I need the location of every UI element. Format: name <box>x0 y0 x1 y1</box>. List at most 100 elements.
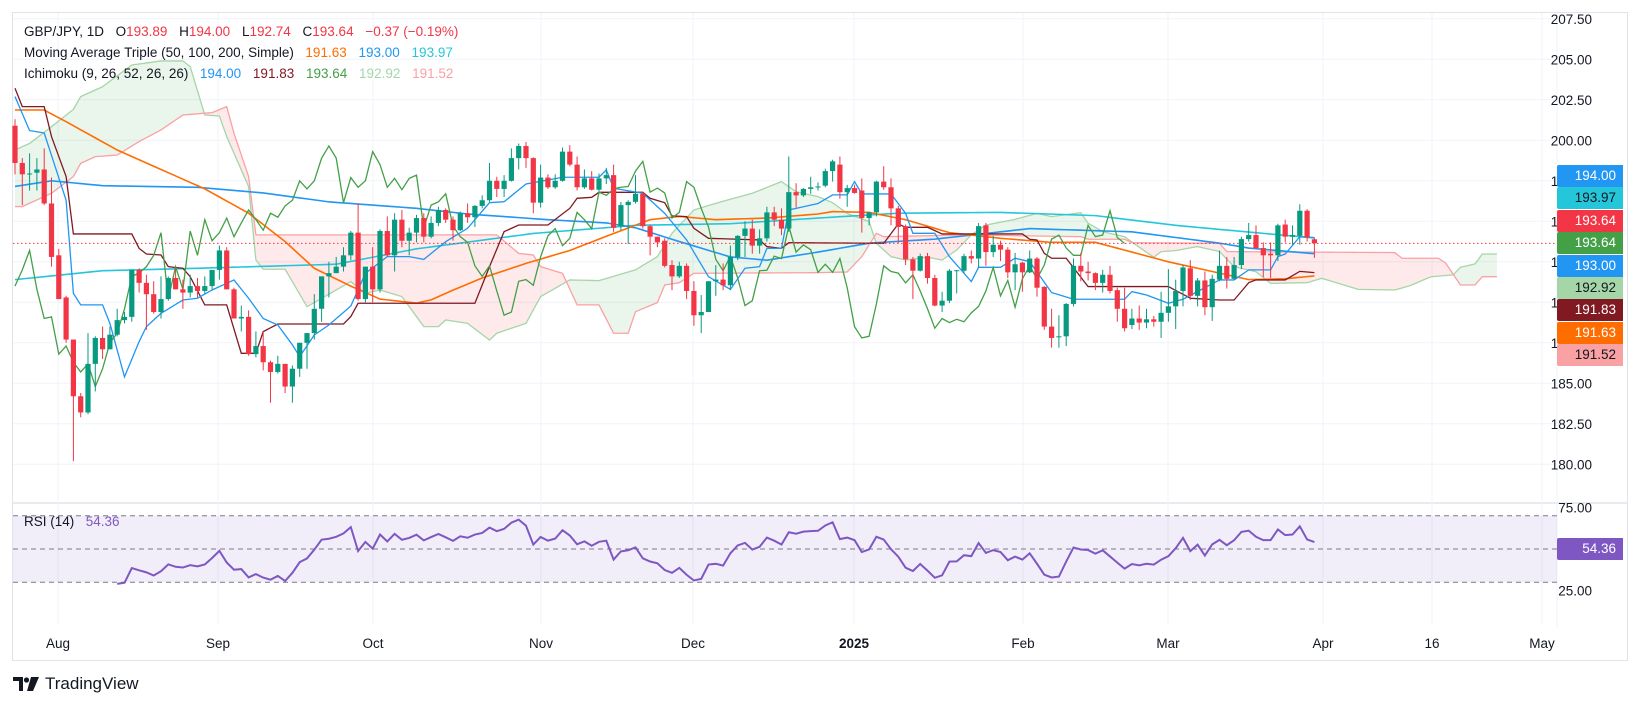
candle-body <box>1209 278 1215 308</box>
ohlc-close-value: 193.64 <box>312 24 354 39</box>
candle-down <box>421 213 427 243</box>
candle-up <box>92 336 98 392</box>
cloud-segment <box>51 120 59 194</box>
candle-down <box>720 263 726 291</box>
candle-down <box>662 238 668 268</box>
candle-body <box>435 209 441 223</box>
candle-body <box>267 362 274 372</box>
candle-down <box>837 156 843 199</box>
candle-down <box>895 205 901 244</box>
cloud-segment <box>190 66 198 115</box>
candle-up <box>815 182 821 191</box>
candle-body <box>333 266 339 274</box>
cloud-segment <box>1460 265 1468 285</box>
rsi-legend[interactable]: RSI (14) 54.36 <box>24 514 124 529</box>
candle-down <box>778 208 785 236</box>
cloud-segment <box>1175 243 1183 251</box>
candle-down <box>63 295 69 343</box>
candle-body <box>340 255 347 267</box>
candle-body <box>151 294 157 313</box>
candle-up <box>917 253 923 272</box>
candle-body <box>1202 280 1208 308</box>
ma-legend[interactable]: Moving Average Triple (50, 100, 200, Sim… <box>24 45 461 60</box>
candle-body <box>92 337 98 364</box>
candle-body <box>399 219 405 241</box>
candle-down <box>530 157 536 214</box>
cloud-segment <box>307 234 315 307</box>
price-axis-label-text: 193.97 <box>1574 190 1616 206</box>
candle-down <box>924 252 931 284</box>
candle-up <box>698 295 704 334</box>
cloud-segment <box>474 234 483 335</box>
candle-up <box>866 211 872 226</box>
candle-up <box>990 235 996 257</box>
grid <box>13 13 1557 624</box>
cloud-segment <box>241 154 249 187</box>
price-axis-label: 193.97 <box>1557 187 1623 210</box>
cloud-segment <box>1219 243 1227 260</box>
candle-body <box>1224 265 1230 279</box>
rsi-pane <box>13 515 1557 585</box>
candle-body <box>1027 258 1033 273</box>
candle-body <box>304 333 310 343</box>
candle-down <box>1041 286 1047 330</box>
candle-body <box>1151 319 1157 322</box>
cloud-segment <box>1277 251 1286 284</box>
candle-body <box>1165 306 1171 313</box>
cloud-segment <box>825 199 833 273</box>
candle-up <box>486 162 493 202</box>
candle-body <box>1129 318 1135 325</box>
ichimoku-legend[interactable]: Ichimoku (9, 26, 52, 26, 26) 194.00 191.… <box>24 66 461 81</box>
candle-down <box>399 209 405 248</box>
cloud-segment <box>927 235 935 259</box>
candle-body <box>742 228 748 236</box>
candle-up <box>121 312 128 324</box>
candle-body <box>983 225 989 253</box>
candle-up <box>625 200 631 244</box>
sma200-line <box>14 211 1315 281</box>
candle-up <box>961 253 967 274</box>
candle-up <box>786 156 792 232</box>
candle-up <box>406 227 412 256</box>
price-tick-label: 205.00 <box>1551 52 1592 67</box>
candle-up <box>275 355 281 374</box>
candle-body <box>662 240 668 266</box>
cloud-segment <box>299 234 307 307</box>
cloud-segment <box>95 86 103 157</box>
cloud-segment <box>635 265 643 312</box>
price-tick-label: 207.50 <box>1551 12 1592 27</box>
symbol-title[interactable]: GBP/JPY, 1D <box>24 24 105 39</box>
candle-body <box>581 178 587 188</box>
candle-up <box>319 276 325 322</box>
cloud-segment <box>1431 258 1439 277</box>
candle-up <box>501 175 507 197</box>
cloud-segment <box>1058 214 1067 237</box>
candle-body <box>1005 249 1011 273</box>
candle-up <box>1012 252 1018 291</box>
cloud-segment <box>153 60 161 134</box>
price-axis-label-text: 191.52 <box>1574 347 1616 363</box>
cloud-segment <box>686 209 694 278</box>
candle-up <box>1143 308 1150 329</box>
cloud-segment <box>88 89 96 160</box>
cloud-segment <box>277 234 286 270</box>
rsi-tick-label: 75.00 <box>1558 501 1592 516</box>
tradingview-logo[interactable]: TradingView <box>13 674 139 694</box>
candle-body <box>100 337 106 350</box>
candle-body <box>1311 239 1317 244</box>
ohlc-high-key: H <box>179 24 189 39</box>
candle-body <box>611 175 617 228</box>
candle-body <box>976 226 982 259</box>
cloud-segment <box>569 279 578 305</box>
cloud-segment <box>606 276 614 334</box>
candle-up <box>1231 256 1237 280</box>
candle-body <box>173 278 179 290</box>
candle-body <box>1114 290 1120 309</box>
candle-body <box>786 192 792 229</box>
cloud-segment <box>1285 251 1293 284</box>
cloud-segment <box>1423 258 1432 280</box>
candle-down <box>793 183 799 208</box>
candle-body <box>895 208 901 227</box>
candle-body <box>63 297 69 340</box>
